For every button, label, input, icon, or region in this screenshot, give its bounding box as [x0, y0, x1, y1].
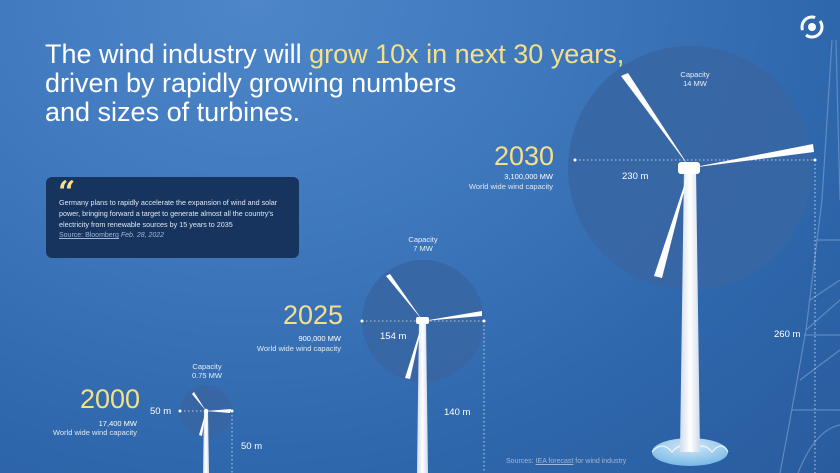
capacity-value-2000: 0.75 MW: [191, 371, 222, 380]
rotor-diameter-2025: 154 m: [380, 331, 407, 342]
capacity-2030: Capacity 14 MW: [668, 70, 722, 88]
capacity-2000: Capacity 0.75 MW: [180, 362, 234, 380]
total-mw-2030: 3,100,000 MW: [504, 172, 553, 181]
logo-icon: [799, 14, 825, 40]
sources-prefix: Sources:: [506, 458, 536, 465]
capacity-value-2025: 7 MW: [413, 244, 433, 253]
year-2025: 2025: [283, 300, 344, 330]
total-mw-2025: 900,000 MW: [298, 334, 341, 343]
quote-source-link[interactable]: Source: Bloomberg: [59, 232, 119, 239]
quote-source: Source: Bloomberg Feb. 28, 2022: [59, 232, 164, 239]
headline-part1: The wind industry will: [45, 39, 310, 69]
hub-height-2000: 50 m: [241, 441, 263, 452]
headline-highlight: grow 10x in next 30 years,: [309, 39, 625, 69]
quote-source-date: Feb. 28, 2022: [120, 232, 165, 239]
year-2000: 2000: [80, 384, 141, 414]
sources-suffix: for wind industry: [573, 458, 627, 465]
year-2030: 2030: [494, 141, 555, 171]
quote-text: Germany plans to rapidly accelerate the …: [59, 198, 278, 229]
quote-box: “ Germany plans to rapidly accelerate th…: [46, 175, 299, 258]
headline-line2: driven by rapidly growing numbers: [45, 68, 457, 98]
rotor-diameter-2000: 50 m: [150, 406, 172, 417]
turbine-2000: [192, 392, 231, 473]
total-mw-2000: 17,400 MW: [98, 419, 137, 428]
rotor-diameter-2030: 230 m: [622, 171, 649, 182]
turbine-2025: [386, 274, 482, 473]
headline: The wind industry will grow 10x in next …: [45, 40, 645, 127]
total-label-2025: World wide wind capacity: [256, 344, 341, 353]
eiffel-tower-icon: [779, 39, 840, 473]
quote-icon: “: [58, 175, 76, 210]
hub-height-2030: 260 m: [774, 329, 801, 340]
capacity-label-2030: Capacity: [680, 70, 710, 79]
hub-height-2025: 140 m: [444, 407, 471, 418]
sources-footer: Sources: IEA forecast for wind industry: [506, 458, 626, 465]
headline-line3: and sizes of turbines.: [45, 97, 301, 127]
sources-link[interactable]: IEA forecast: [535, 458, 574, 465]
turbine-2030: [621, 73, 814, 452]
total-label-2000: World wide wind capacity: [52, 428, 137, 437]
capacity-value-2030: 14 MW: [683, 79, 707, 88]
total-label-2030: World wide wind capacity: [468, 182, 553, 191]
capacity-label-2025: Capacity: [408, 235, 438, 244]
capacity-2025: Capacity 7 MW: [396, 235, 450, 253]
capacity-label-2000: Capacity: [192, 362, 222, 371]
